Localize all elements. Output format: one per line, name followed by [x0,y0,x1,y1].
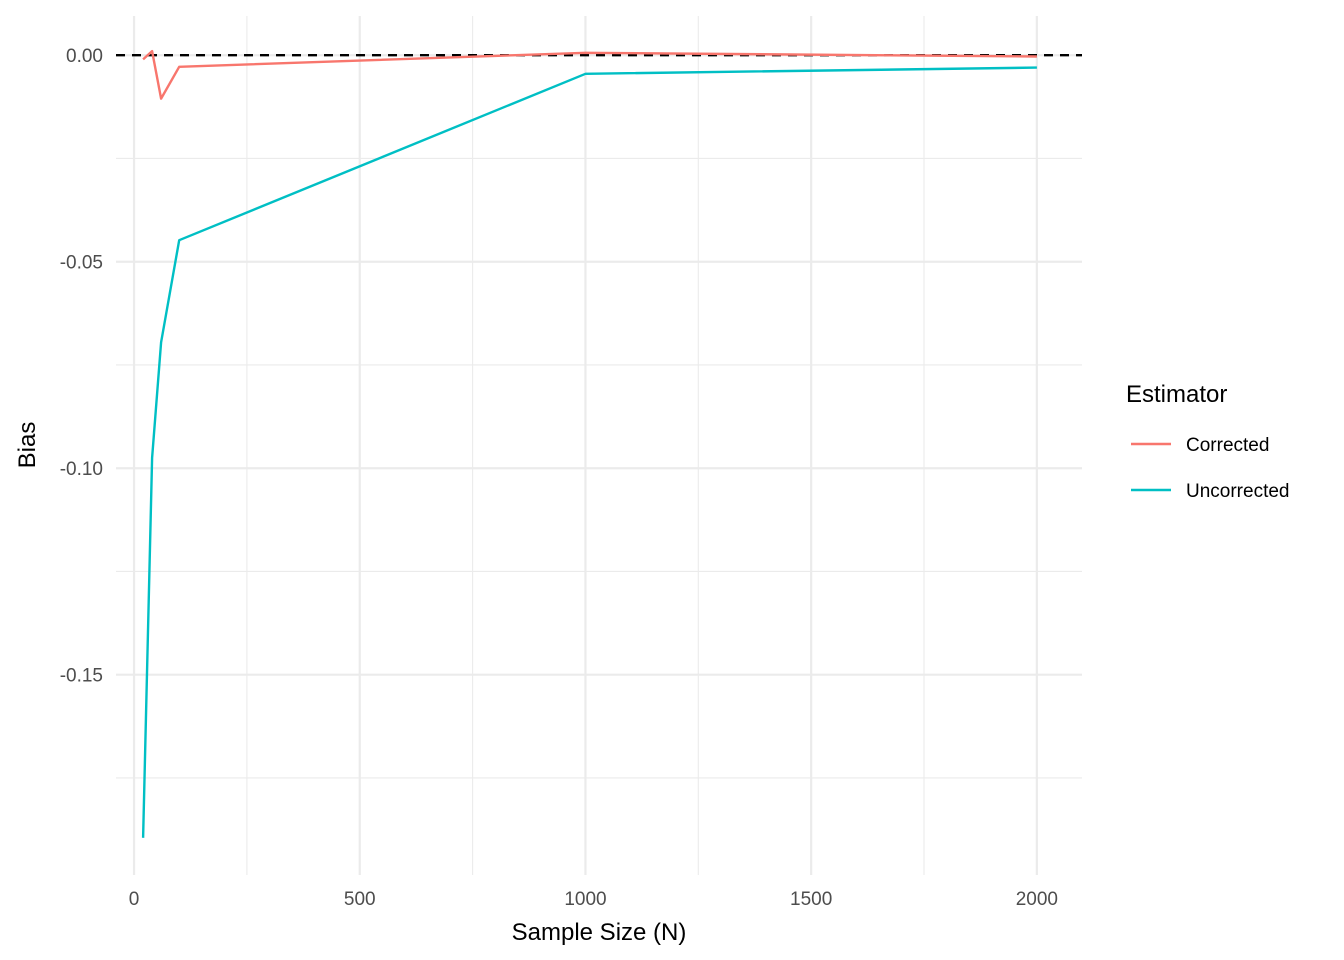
y-tick-label: 0.00 [66,46,103,67]
major-gridlines [116,16,1082,875]
x-tick-label: 500 [344,889,376,910]
legend-label-uncorrected: Uncorrected [1186,481,1290,502]
x-tick-label: 2000 [1016,889,1058,910]
y-tick-label: -0.05 [60,253,103,274]
x-axis-tick-labels: 0 500 1000 1500 2000 [129,889,1058,910]
y-axis-tick-labels: 0.00 -0.05 -0.10 -0.15 [60,46,103,686]
y-tick-label: -0.15 [60,666,103,687]
x-tick-label: 1000 [564,889,606,910]
x-tick-label: 0 [129,889,140,910]
y-axis-title: Bias [14,422,41,469]
x-tick-label: 1500 [790,889,832,910]
legend-title: Estimator [1126,381,1227,408]
y-tick-label: -0.10 [60,459,103,480]
series-line-uncorrected [141,66,1037,838]
x-axis-title: Sample Size (N) [512,919,687,946]
minor-gridlines [116,16,1082,875]
series-lines [141,49,1037,838]
legend: Estimator Corrected Uncorrected [1126,381,1290,502]
series-line-corrected [142,49,1037,100]
legend-label-corrected: Corrected [1186,435,1269,456]
